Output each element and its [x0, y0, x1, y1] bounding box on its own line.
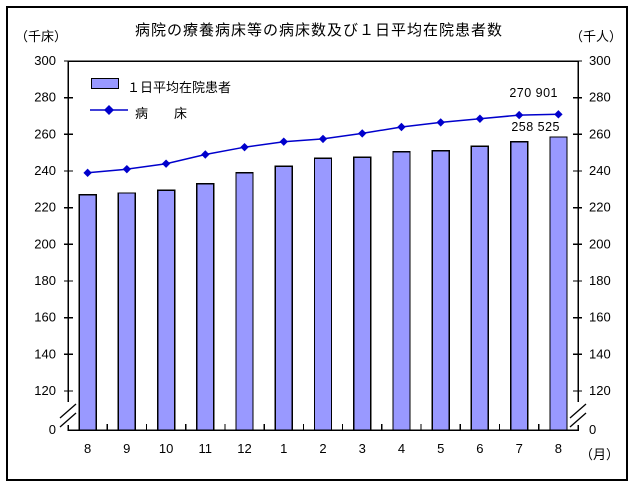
x-axis-unit-label: （月）	[580, 447, 620, 462]
y-tick-label-left-140: 140	[34, 346, 56, 361]
bar-month-4	[392, 151, 411, 431]
y-tick-label-right-180: 180	[589, 273, 611, 288]
y-tick-label-left-260: 260	[34, 126, 56, 141]
bar-month-1	[274, 165, 293, 431]
y-tick-label-left-0: 0	[49, 422, 56, 437]
x-tick-label-9: 5	[437, 441, 444, 456]
x-tick-label-6: 2	[319, 441, 326, 456]
bar-month-12	[235, 172, 254, 431]
right-axis-unit-label: （千人）	[570, 29, 623, 44]
left-axis-unit-label: （千床）	[15, 29, 68, 44]
x-tick-label-12: 8	[555, 441, 562, 456]
line-point-12	[240, 142, 249, 152]
x-tick-label-10: 6	[476, 441, 483, 456]
line-point-8	[554, 110, 563, 119]
y-tick-label-left-160: 160	[34, 310, 56, 325]
line-point-5	[436, 118, 445, 127]
bar-month-9	[117, 192, 136, 431]
legend-line-swatch	[90, 105, 128, 115]
line-point-3	[358, 129, 367, 138]
y-tick-label-left-220: 220	[34, 200, 56, 215]
y-tick-label-left-200: 200	[34, 236, 56, 251]
line-last-value-label: 270 901	[509, 86, 558, 100]
y-tick-label-right-300: 300	[589, 53, 611, 68]
bar-month-2	[313, 157, 333, 431]
bar-month-10	[156, 189, 176, 431]
y-tick-label-left-180: 180	[34, 273, 56, 288]
line-point-7	[514, 110, 524, 120]
bar-month-3	[353, 156, 372, 431]
x-tick-label-0: 8	[84, 441, 91, 456]
line-point-6	[475, 114, 485, 123]
y-tick-label-left-280: 280	[34, 90, 56, 105]
y-tick-label-right-120: 120	[589, 383, 611, 398]
y-tick-label-right-220: 220	[589, 200, 611, 215]
line-point-4	[397, 122, 406, 132]
axis-break-slash-right-2	[569, 412, 587, 428]
bar-month-8	[78, 194, 97, 431]
x-tick-label-2: 10	[159, 441, 173, 456]
legend-line-label: 病 床	[135, 106, 188, 121]
x-tick-label-11: 7	[516, 441, 523, 456]
bar-month-7	[510, 141, 529, 431]
x-tick-label-3: 11	[199, 441, 213, 456]
line-point-11	[201, 150, 210, 159]
y-tick-label-right-0: 0	[589, 422, 596, 437]
y-tick-label-right-260: 260	[589, 126, 611, 141]
x-tick-label-5: 1	[280, 441, 287, 456]
bar-month-8	[549, 136, 568, 431]
y-tick-label-right-200: 200	[589, 236, 611, 251]
axis-break-gap-right	[576, 402, 580, 425]
bar-month-11	[196, 183, 215, 431]
x-tick-label-7: 3	[359, 441, 366, 456]
bar-month-5	[431, 150, 450, 431]
axis-break-slash-right-1	[569, 403, 587, 419]
legend-bar-swatch	[91, 78, 119, 89]
axis-break-gap-left	[66, 402, 70, 425]
y-tick-label-right-280: 280	[589, 90, 611, 105]
y-tick-label-right-160: 160	[589, 310, 611, 325]
bar-last-value-label: 258 525	[511, 120, 560, 134]
bar-month-6	[470, 145, 490, 431]
line-point-8	[83, 168, 92, 178]
chart-title: 病院の療養病床等の病床数及び１日平均在院患者数	[134, 22, 503, 39]
x-tick-label-4: 12	[237, 441, 251, 456]
axis-break-slash-left-1	[59, 403, 77, 419]
y-tick-label-right-140: 140	[589, 346, 611, 361]
y-tick-label-left-120: 120	[34, 383, 56, 398]
legend-bar-label: １日平均在院患者	[127, 80, 232, 95]
plot-border	[67, 60, 579, 431]
line-point-2	[318, 134, 328, 144]
y-tick-label-left-300: 300	[34, 53, 56, 68]
x-tick-label-1: 9	[123, 441, 130, 456]
line-point-10	[161, 159, 171, 168]
line-point-1	[279, 137, 288, 146]
y-tick-label-left-240: 240	[34, 163, 56, 178]
x-tick-label-8: 4	[398, 441, 405, 456]
line-point-9	[122, 164, 132, 174]
axis-break-slash-left-2	[59, 412, 77, 428]
y-tick-label-right-240: 240	[589, 163, 611, 178]
legend-diamond-marker-icon	[104, 105, 114, 115]
